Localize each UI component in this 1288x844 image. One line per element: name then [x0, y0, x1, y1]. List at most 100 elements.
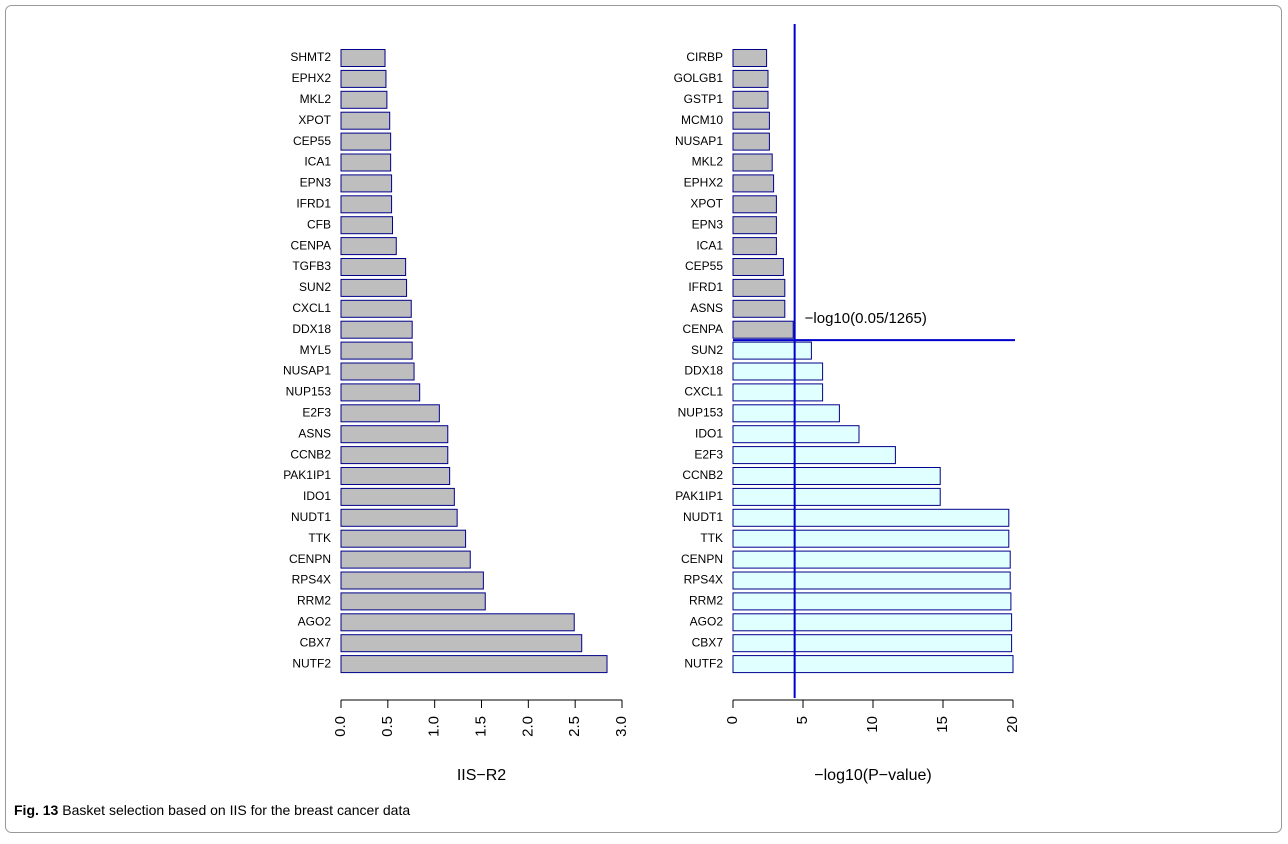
bar: [732, 195, 777, 214]
bar: [340, 425, 449, 444]
bar: [732, 111, 770, 130]
category-label: MYL5: [300, 343, 332, 357]
category-label: CENPA: [291, 238, 331, 252]
category-label: CBX7: [300, 635, 332, 649]
category-label: RPS4X: [292, 573, 331, 587]
category-label: SUN2: [299, 280, 331, 294]
category-label: ASNS: [298, 426, 331, 440]
bar: [340, 132, 392, 151]
bar: [340, 90, 388, 109]
category-label: ICA1: [304, 155, 331, 169]
bar: [732, 132, 770, 151]
x-tick-label: 0.5: [379, 716, 396, 737]
category-label: RRM2: [689, 594, 723, 608]
x-axis-title: −log10(P−value): [814, 767, 931, 784]
category-label: MCM10: [681, 113, 723, 127]
bar: [340, 446, 449, 465]
category-label: ASNS: [690, 301, 723, 315]
category-label: IDO1: [303, 489, 331, 503]
bar: [340, 278, 408, 297]
bar: [340, 634, 583, 653]
bar: [340, 258, 407, 276]
x-tick-label: 10: [864, 716, 881, 733]
caption: Fig. 13 Basket selection based on IIS fo…: [14, 802, 410, 818]
category-label: MKL2: [692, 155, 724, 169]
bar: [732, 425, 860, 444]
category-label: XPOT: [298, 113, 331, 127]
x-tick-label: 15: [934, 716, 951, 733]
category-label: NUP153: [286, 385, 332, 399]
figure-frame: [5, 5, 1282, 833]
category-label: IFRD1: [296, 196, 331, 210]
bar: [340, 383, 421, 402]
bar: [732, 278, 786, 297]
bar: [732, 446, 896, 465]
category-label: CXCL1: [292, 301, 331, 315]
bar: [732, 49, 768, 67]
caption-label: Fig. 13: [14, 802, 59, 818]
bar: [732, 592, 1012, 611]
bar: [340, 529, 467, 548]
category-label: GOLGB1: [674, 71, 724, 85]
bar: [732, 258, 784, 276]
category-label: AGO2: [690, 614, 724, 628]
bar: [340, 153, 392, 172]
bar: [732, 174, 775, 193]
bar: [340, 320, 413, 339]
threshold-label: −log10(0.05/1265): [805, 310, 927, 327]
bar: [732, 487, 941, 506]
x-tick-label: 3.0: [613, 716, 630, 737]
category-label: TTK: [308, 531, 331, 545]
category-label: NUDT1: [683, 510, 723, 524]
bar: [340, 404, 440, 423]
category-label: NUP153: [678, 405, 724, 419]
x-tick-label: 1.5: [472, 716, 489, 737]
bar: [732, 237, 777, 256]
category-label: CFB: [307, 217, 331, 231]
bar: [732, 341, 812, 360]
category-label: GSTP1: [684, 92, 724, 106]
category-label: XPOT: [690, 196, 723, 210]
bar: [732, 571, 1011, 590]
bar: [732, 404, 840, 423]
category-label: CCNB2: [682, 468, 723, 482]
bar: [340, 237, 397, 256]
category-label: CENPN: [289, 552, 331, 566]
x-tick-label: 2.0: [519, 716, 536, 737]
bar: [732, 383, 824, 402]
bar: [732, 362, 824, 381]
bar: [340, 299, 412, 318]
caption-text: Basket selection based on IIS for the br…: [62, 802, 410, 818]
category-label: NUTF2: [684, 656, 723, 670]
bar: [340, 487, 455, 506]
category-label: SUN2: [691, 343, 723, 357]
category-label: DDX18: [684, 364, 723, 378]
bar: [340, 571, 484, 590]
category-label: SHMT2: [290, 50, 331, 64]
x-tick-label: 0.0: [332, 716, 349, 737]
bar: [340, 69, 387, 88]
bar: [340, 467, 451, 485]
bar: [732, 69, 769, 88]
category-label: CEP55: [685, 259, 723, 273]
category-label: CCNB2: [290, 447, 331, 461]
bar: [340, 216, 394, 235]
bar: [340, 195, 393, 214]
bar: [732, 467, 941, 485]
category-label: IDO1: [695, 426, 723, 440]
x-tick-label: 0: [724, 716, 741, 724]
bar: [340, 174, 393, 193]
category-label: TGFB3: [292, 259, 331, 273]
x-tick-label: 20: [1004, 716, 1021, 733]
bar: [732, 320, 794, 339]
category-label: NUSAP1: [283, 364, 331, 378]
category-label: ICA1: [696, 238, 723, 252]
category-label: IFRD1: [688, 280, 723, 294]
bar: [340, 49, 386, 67]
category-label: E2F3: [694, 447, 723, 461]
category-label: RRM2: [297, 594, 331, 608]
category-label: NUDT1: [291, 510, 331, 524]
bar: [732, 634, 1013, 653]
category-label: CBX7: [692, 635, 724, 649]
